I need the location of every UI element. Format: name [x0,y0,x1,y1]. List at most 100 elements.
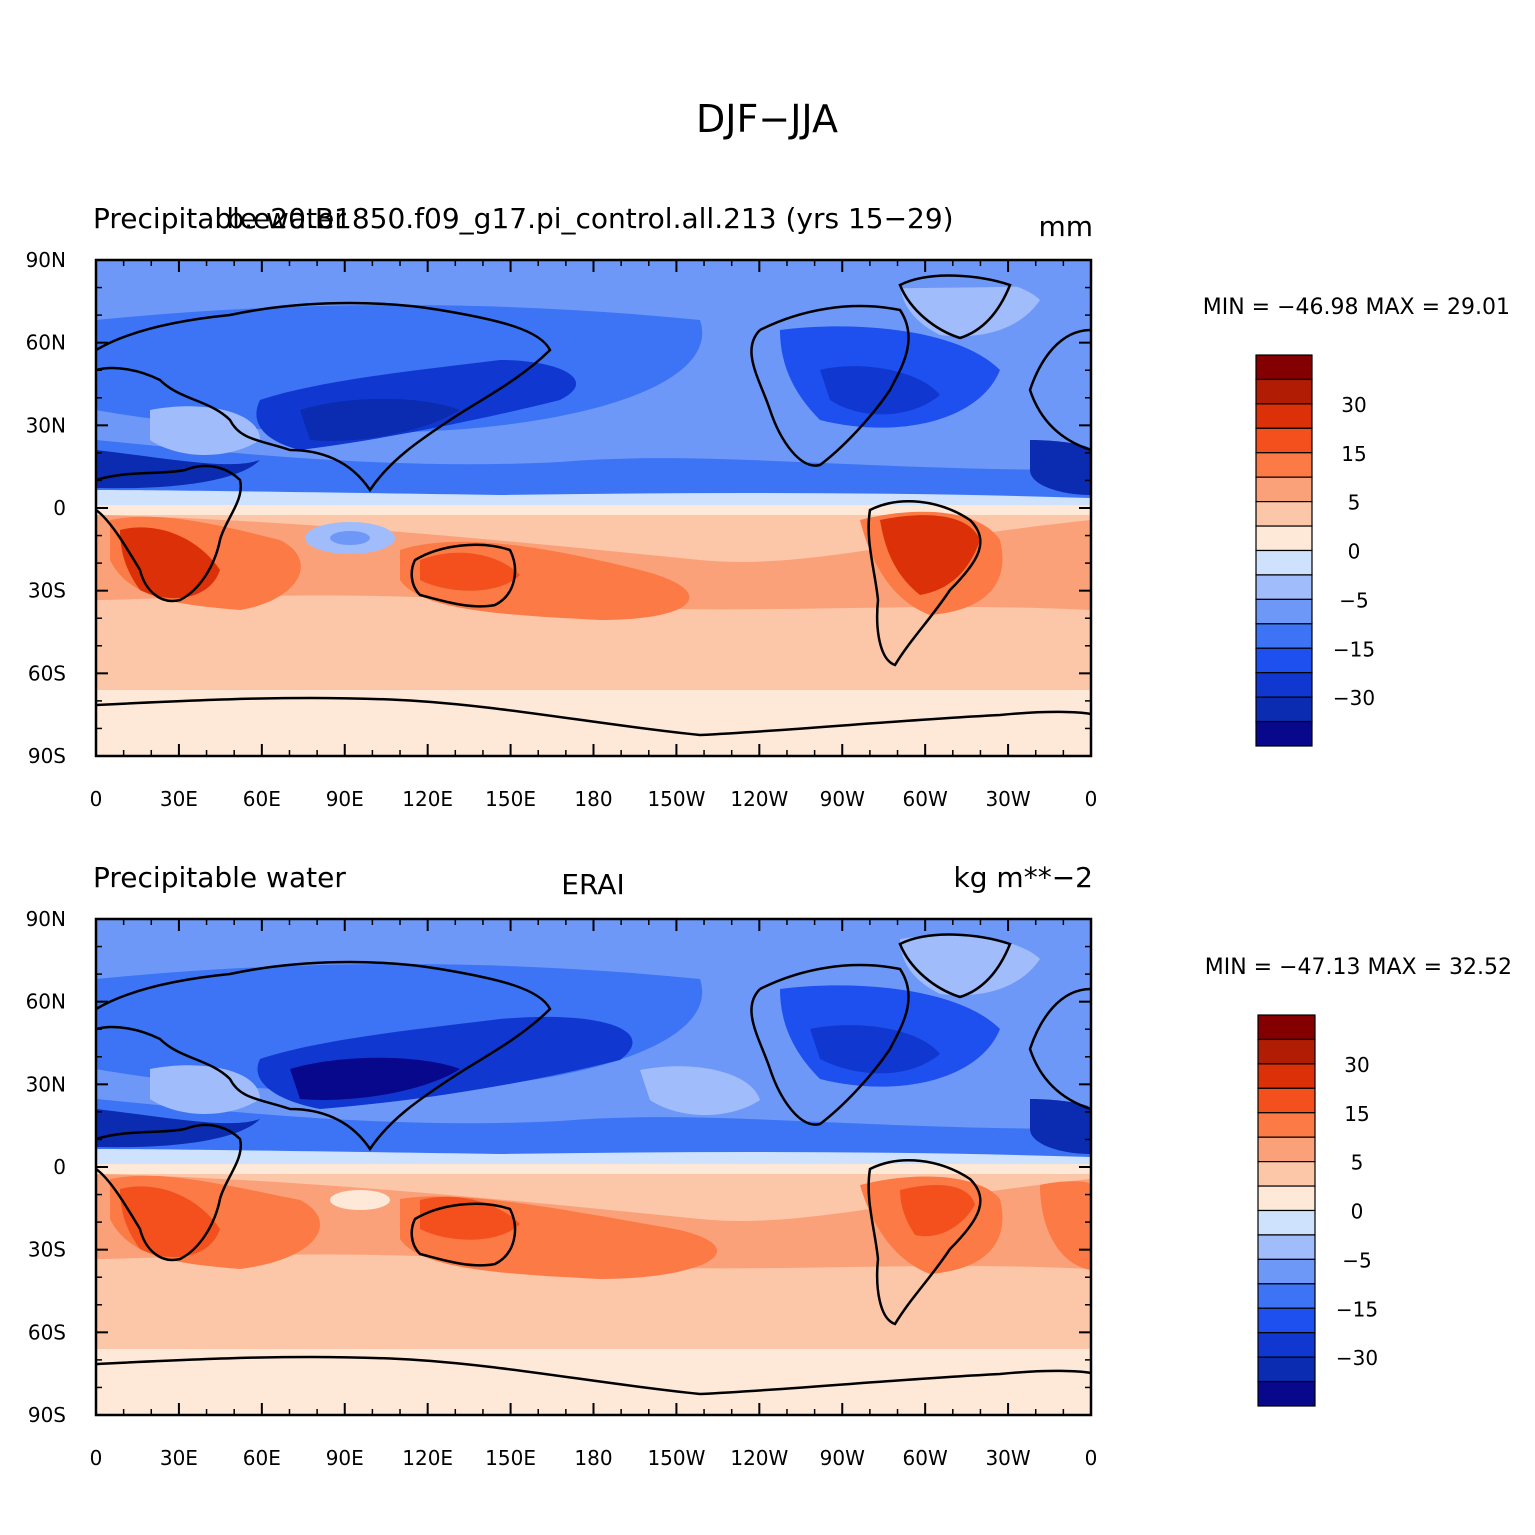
colorbar-tick-label: −5 [1342,1248,1371,1272]
lat-tick-label: 60N [26,331,66,355]
lon-tick-label: 120E [402,1446,453,1470]
lat-tick-label: 0 [53,1155,66,1179]
colorbar-swatch [1255,647,1313,674]
colorbar-swatch [1257,1087,1316,1114]
lon-tick-label: 0 [1085,787,1098,811]
lon-tick-label: 60W [903,787,948,811]
lat-tick-label: 90N [26,907,66,931]
colorbar-swatch [1257,1258,1316,1285]
colorbar-swatch [1257,1014,1316,1041]
panel-left-label: Precipitable water [93,202,346,235]
map-panel-erai: Precipitable water ERAI kg m**−2 [26,861,1512,1470]
lat-tick-label: 60S [28,661,66,685]
map-panel-model: Precipitable water b.e20.B1850.f09_g17.p… [26,202,1510,811]
colorbar-swatch [1255,549,1313,576]
colorbar-tick-label: −15 [1333,637,1375,661]
colorbar-tick-label: 30 [1344,1053,1369,1077]
colorbar-swatch [1255,403,1313,429]
colorbar-swatch [1257,1063,1316,1089]
colorbar-swatch [1255,623,1313,649]
lat-tick-label: 30N [26,1072,66,1096]
lon-tick-label: 180 [574,1446,612,1470]
colorbar-tick-label: 15 [1341,442,1366,466]
lon-tick-label: 0 [90,1446,103,1470]
lon-tick-label: 180 [574,787,612,811]
colorbar-swatch [1255,525,1313,552]
colorbar-swatch [1257,1136,1316,1163]
contour-field [96,260,1091,756]
colorbar-tick-label: −15 [1336,1297,1378,1321]
colorbar-tick-label: −30 [1336,1346,1378,1370]
colorbar-swatch [1255,378,1313,405]
colorbar-swatch [1255,672,1313,698]
panel-left-label: Precipitable water [93,861,346,894]
lon-tick-label: 30E [160,1446,198,1470]
colorbar-tick-label: −5 [1339,588,1368,612]
lon-tick-label: 60W [903,1446,948,1470]
colorbar-swatch [1255,574,1313,600]
colorbar-tick-label: 0 [1351,1200,1364,1224]
lon-tick-label: 90W [820,787,865,811]
colorbar-tick-label: 5 [1351,1151,1364,1175]
lon-tick-label: 90E [326,787,364,811]
colorbar-tick-label: 15 [1344,1102,1369,1126]
colorbar-swatch [1255,354,1313,381]
lat-tick-label: 30S [28,1238,66,1262]
lon-tick-label: 150W [647,787,705,811]
lat-tick-label: 90N [26,248,66,272]
panel-center-label: ERAI [561,868,624,901]
figure-title: DJF−JJA [696,97,838,141]
lon-tick-label: 60E [243,1446,281,1470]
colorbar-swatch [1257,1112,1316,1138]
colorbar-tick-label: 30 [1341,393,1366,417]
colorbar-swatch [1255,427,1313,454]
colorbar: 30 15 5 0 −5 −15 −30 [1255,354,1375,747]
colorbar-swatch [1257,1283,1316,1309]
lat-tick-label: 60S [28,1320,66,1344]
colorbar-swatch [1257,1234,1316,1260]
lon-tick-label: 0 [1085,1446,1098,1470]
lon-tick-label: 60E [243,787,281,811]
panel-center-label: b.e20.B1850.f09_g17.pi_control.all.213 (… [226,202,953,235]
lat-tick-label: 90S [28,744,66,768]
colorbar-tick-label: −30 [1333,686,1375,710]
colorbar-swatch [1257,1038,1316,1065]
lat-tick-label: 90S [28,1403,66,1427]
lat-tick-label: 30N [26,413,66,437]
coastlines [96,274,1091,737]
panel-units-label: kg m**−2 [954,861,1093,894]
colorbar-swatch [1255,501,1313,527]
colorbar-swatch [1257,1356,1316,1383]
lon-tick-label: 30W [985,1446,1030,1470]
colorbar-swatch [1257,1185,1316,1212]
lon-tick-label: 30E [160,787,198,811]
lon-tick-label: 90E [326,1446,364,1470]
coastlines [96,933,1091,1396]
contour-field [96,919,1091,1415]
min-max-label: MIN = −47.13 MAX = 32.52 [1205,955,1512,980]
panel-units-label: mm [1038,210,1093,243]
lon-tick-label: 90W [820,1446,865,1470]
lon-tick-label: 150E [485,787,536,811]
lon-tick-label: 150E [485,1446,536,1470]
lon-tick-label: 120E [402,787,453,811]
lon-tick-label: 0 [90,787,103,811]
colorbar-swatch [1257,1332,1316,1358]
colorbar-swatch [1255,452,1313,478]
min-max-label: MIN = −46.98 MAX = 29.01 [1203,295,1510,320]
lat-tick-label: 0 [53,496,66,520]
lat-tick-label: 30S [28,579,66,603]
colorbar-swatch [1257,1161,1316,1187]
colorbar-swatch [1255,476,1313,503]
colorbar-swatch [1255,696,1313,723]
lat-tick-label: 60N [26,990,66,1014]
lon-tick-label: 120W [730,787,788,811]
colorbar-swatch [1257,1380,1316,1407]
lon-tick-label: 120W [730,1446,788,1470]
colorbar-swatch [1255,598,1313,625]
colorbar: 30 15 5 0 −5 −15 −30 [1257,1014,1378,1407]
colorbar-tick-label: 5 [1348,491,1361,515]
colorbar-tick-label: 0 [1348,540,1361,564]
lon-tick-label: 150W [647,1446,705,1470]
